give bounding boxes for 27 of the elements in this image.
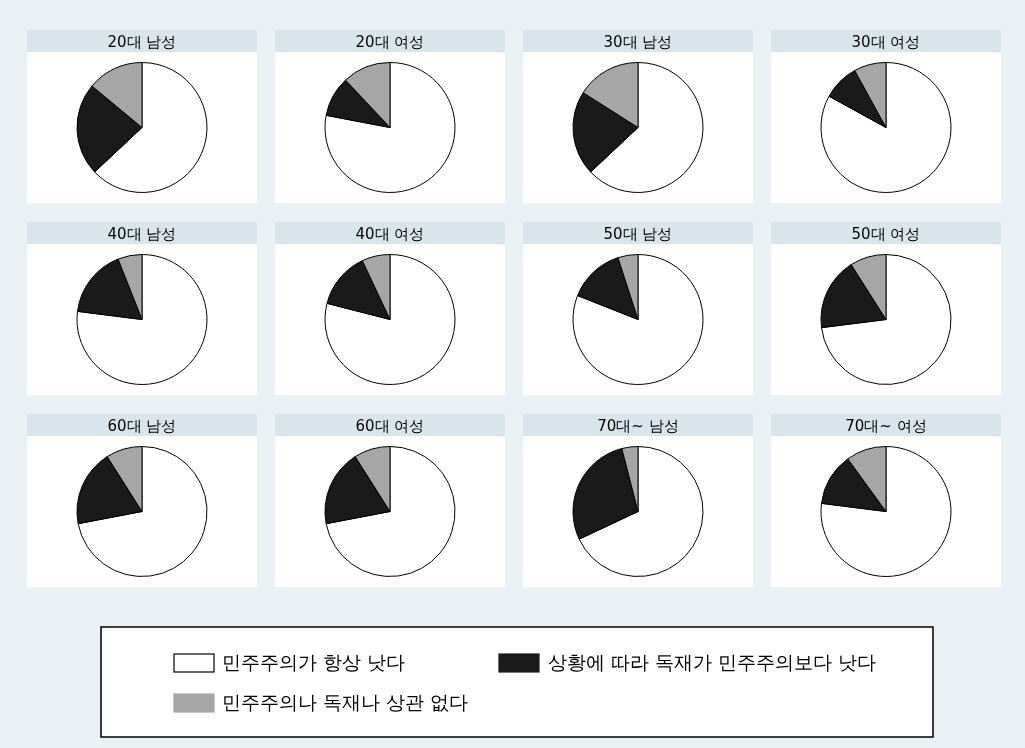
- chart-title: 30대 남성: [603, 33, 673, 51]
- chart-title: 30대 여성: [851, 33, 921, 51]
- legend-item: 민주주의가 항상 낫다: [173, 651, 406, 673]
- pie-slice: [325, 446, 456, 577]
- chart-title: 20대 여성: [355, 33, 425, 51]
- pie-slice: [572, 254, 704, 385]
- chart-title: 60대 남성: [107, 417, 177, 435]
- pie-slice: [577, 257, 639, 320]
- chart-title: 20대 남성: [107, 33, 177, 51]
- chart-title: 40대 여성: [355, 225, 425, 243]
- chart-title: 40대 남성: [107, 225, 177, 243]
- legend-label: 민주주의가 항상 낫다: [222, 651, 406, 673]
- chart-title: 70대~ 여성: [845, 417, 927, 435]
- legend-item: 상황에 따라 독재가 민주주의보다 낫다: [498, 651, 877, 673]
- chart-title: 60대 여성: [355, 417, 425, 435]
- pie-slice: [821, 254, 952, 385]
- pie-slice: [820, 446, 952, 577]
- chart-title: 50대 남성: [603, 225, 673, 243]
- pie-slice: [324, 62, 456, 193]
- pie-slice: [76, 254, 208, 385]
- chart-title: 50대 여성: [851, 225, 921, 243]
- pie-slice: [820, 62, 952, 193]
- chart-title: 70대~ 남성: [597, 417, 679, 435]
- legend-label: 민주주의나 독재나 상관 없다: [222, 691, 469, 713]
- pie-slice: [77, 446, 208, 577]
- pie-slice: [324, 254, 456, 385]
- legend-item: 민주주의나 독재나 상관 없다: [173, 691, 469, 713]
